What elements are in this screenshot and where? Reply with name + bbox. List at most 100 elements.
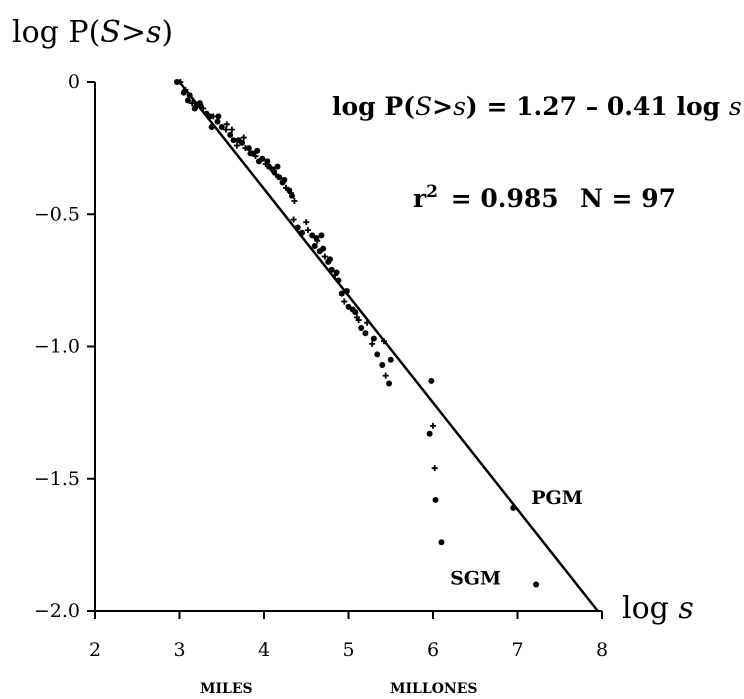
y-axis-ticks: 0 −0.5 −1.0 −1.5 −2.0 bbox=[34, 71, 95, 622]
annotation-sgm: SGM bbox=[450, 568, 501, 590]
data-point bbox=[335, 277, 342, 284]
data-point bbox=[247, 150, 254, 157]
data-point bbox=[189, 100, 196, 107]
data-point bbox=[533, 581, 540, 588]
data-point bbox=[182, 86, 189, 93]
data-point bbox=[252, 153, 259, 160]
data-point bbox=[430, 422, 436, 429]
regression-equation: log P(S>s) = 1.27 – 0.41 log s bbox=[332, 92, 742, 121]
x-tick-label: 5 bbox=[342, 639, 354, 661]
data-point bbox=[218, 123, 225, 130]
x-tick-label: 2 bbox=[89, 639, 101, 661]
data-point bbox=[227, 131, 234, 138]
x-tick-label: 8 bbox=[596, 639, 608, 661]
data-point bbox=[343, 287, 350, 294]
data-point bbox=[362, 330, 369, 337]
data-point bbox=[233, 142, 240, 149]
data-point bbox=[303, 219, 310, 226]
data-point bbox=[254, 147, 261, 154]
data-point bbox=[326, 256, 333, 263]
y-axis-title: log P(S>s) bbox=[12, 15, 173, 50]
annotation-pgm: PGM bbox=[531, 487, 583, 509]
data-point bbox=[380, 338, 387, 345]
data-point bbox=[208, 123, 215, 130]
data-point bbox=[428, 377, 435, 384]
data-point bbox=[382, 372, 389, 379]
x-axis-ticks: 2 3 4 5 6 7 8 bbox=[89, 611, 608, 661]
data-point bbox=[288, 190, 295, 197]
data-point bbox=[223, 121, 230, 128]
data-point bbox=[374, 351, 381, 358]
data-point bbox=[222, 126, 229, 133]
data-point bbox=[364, 319, 371, 326]
data-point bbox=[321, 253, 328, 260]
x-tick-label: 4 bbox=[258, 639, 270, 661]
data-point bbox=[432, 496, 439, 503]
data-point bbox=[338, 290, 345, 297]
data-point bbox=[341, 298, 348, 305]
data-point bbox=[240, 134, 247, 141]
data-point bbox=[177, 79, 184, 85]
r-squared-label: r2 = 0.985 bbox=[413, 182, 559, 213]
n-label: N = 97 bbox=[580, 184, 676, 213]
data-point bbox=[304, 227, 311, 234]
data-point bbox=[259, 155, 266, 162]
x-tick-label: 3 bbox=[173, 639, 185, 661]
x-tick-label: 6 bbox=[427, 639, 439, 661]
data-point bbox=[299, 229, 306, 236]
data-point bbox=[276, 174, 283, 181]
data-point bbox=[311, 242, 318, 249]
scale-label-miles: MILES bbox=[200, 681, 253, 697]
data-point bbox=[290, 216, 297, 223]
y-tick-label: 0 bbox=[68, 71, 80, 93]
data-point bbox=[191, 105, 198, 112]
x-tick-label: 7 bbox=[511, 639, 523, 661]
data-point bbox=[184, 97, 191, 104]
data-point bbox=[230, 137, 237, 144]
data-point bbox=[318, 232, 325, 239]
data-point bbox=[352, 309, 359, 316]
fit-line-group bbox=[178, 81, 599, 612]
data-points bbox=[173, 79, 540, 588]
data-point bbox=[186, 92, 193, 99]
data-point bbox=[215, 113, 222, 120]
regression-line bbox=[178, 81, 599, 612]
data-point bbox=[379, 362, 386, 369]
data-point bbox=[386, 380, 393, 387]
data-point bbox=[281, 176, 288, 183]
data-point bbox=[387, 356, 394, 363]
data-point bbox=[271, 168, 278, 175]
data-point bbox=[206, 113, 213, 120]
data-point bbox=[426, 430, 433, 437]
data-point bbox=[245, 145, 252, 152]
data-point bbox=[264, 158, 271, 165]
data-point bbox=[431, 465, 438, 472]
data-point bbox=[214, 118, 221, 125]
data-point bbox=[510, 504, 517, 511]
scale-label-millones: MILLONES bbox=[390, 681, 478, 697]
data-point bbox=[196, 100, 203, 107]
data-point bbox=[291, 198, 298, 205]
data-point bbox=[210, 113, 217, 120]
data-point bbox=[438, 539, 445, 546]
x-axis-title: log s bbox=[622, 591, 694, 626]
data-point bbox=[333, 269, 340, 276]
data-point bbox=[358, 324, 365, 331]
data-point bbox=[228, 126, 235, 133]
data-point bbox=[320, 245, 327, 252]
data-point bbox=[313, 235, 320, 242]
y-tick-label: −1.5 bbox=[34, 468, 80, 490]
data-point bbox=[294, 224, 301, 231]
data-point bbox=[355, 317, 362, 324]
data-point bbox=[200, 105, 207, 112]
data-point bbox=[173, 79, 180, 85]
data-point bbox=[369, 340, 376, 347]
point-annotations: PGM SGM bbox=[450, 487, 583, 590]
data-point bbox=[239, 139, 246, 146]
y-tick-label: −0.5 bbox=[34, 203, 80, 225]
data-point bbox=[370, 335, 377, 342]
y-tick-label: −1.0 bbox=[34, 336, 80, 358]
data-point bbox=[328, 266, 335, 273]
y-tick-label: −2.0 bbox=[34, 600, 80, 622]
